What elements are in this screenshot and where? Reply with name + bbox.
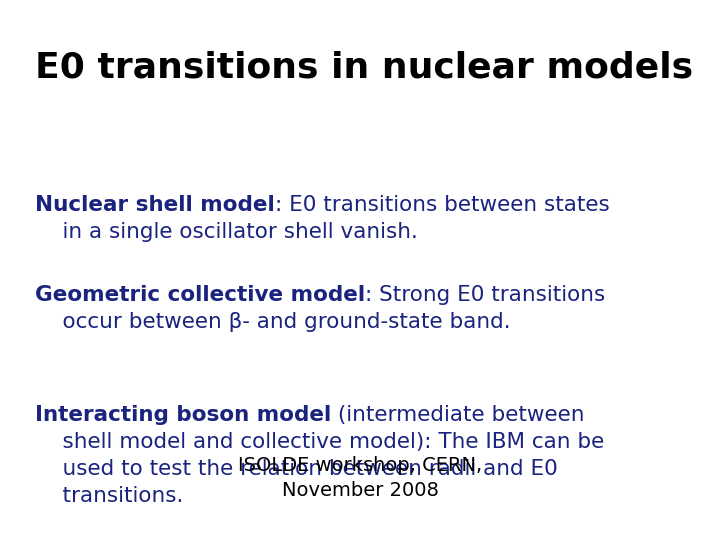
Text: (intermediate between: (intermediate between xyxy=(331,405,585,425)
Text: Nuclear shell model: Nuclear shell model xyxy=(35,195,275,215)
Text: : E0 transitions between states: : E0 transitions between states xyxy=(275,195,610,215)
Text: E0 transitions in nuclear models: E0 transitions in nuclear models xyxy=(35,50,693,84)
Text: Interacting boson model: Interacting boson model xyxy=(35,405,331,425)
Text: ISOLDE workshop, CERN,
November 2008: ISOLDE workshop, CERN, November 2008 xyxy=(238,456,482,500)
Text: : Strong E0 transitions: : Strong E0 transitions xyxy=(365,285,606,305)
Text: in a single oscillator shell vanish.: in a single oscillator shell vanish. xyxy=(35,222,418,242)
Text: occur between β- and ground-state band.: occur between β- and ground-state band. xyxy=(35,312,510,332)
Text: used to test the relation between radii and E0: used to test the relation between radii … xyxy=(35,459,558,479)
Text: transitions.: transitions. xyxy=(35,486,184,506)
Text: Geometric collective model: Geometric collective model xyxy=(35,285,365,305)
Text: shell model and collective model): The IBM can be: shell model and collective model): The I… xyxy=(35,432,604,452)
